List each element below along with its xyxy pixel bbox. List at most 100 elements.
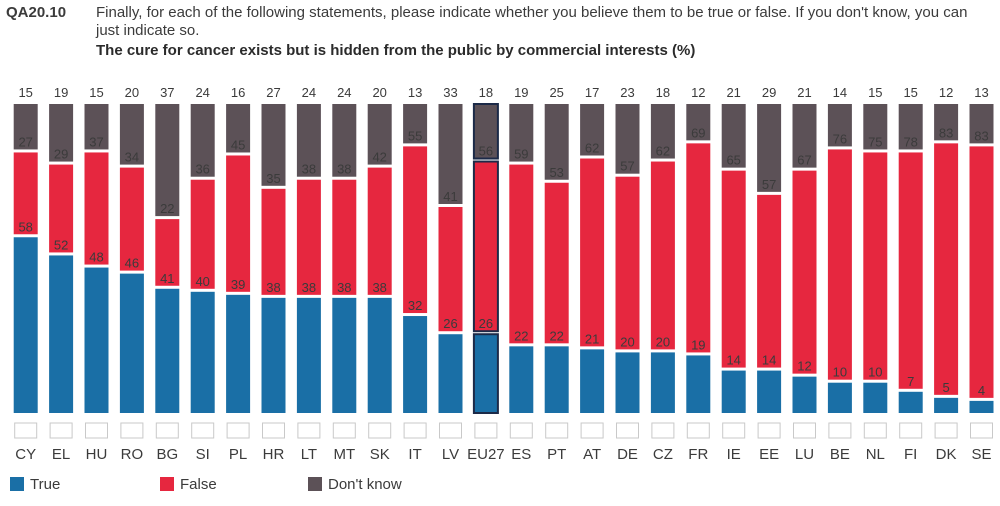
label-false-el: 29 [54, 147, 68, 162]
bar-true-lv [438, 334, 463, 413]
label-true-lu: 12 [797, 359, 811, 374]
label-true-at: 21 [585, 331, 599, 346]
label-true-dk: 5 [942, 380, 949, 395]
label-dont-know-pl: 16 [231, 85, 245, 100]
label-true-nl: 10 [868, 365, 882, 380]
bar-dont-know-es [509, 104, 534, 162]
country-label-dk: DK [936, 446, 957, 463]
label-false-lt: 38 [302, 162, 316, 177]
bar-false-es [509, 164, 534, 344]
bar-true-sk [367, 297, 392, 413]
label-dont-know-hr: 27 [266, 85, 280, 100]
bar-dont-know-ro [119, 104, 144, 165]
label-false-fi: 78 [903, 134, 917, 149]
label-dont-know-cy: 15 [18, 85, 32, 100]
label-false-lu: 67 [797, 153, 811, 168]
bar-true-ee [757, 370, 782, 413]
label-dont-know-ro: 20 [125, 85, 139, 100]
label-dont-know-at: 17 [585, 85, 599, 100]
label-dont-know-fi: 15 [903, 85, 917, 100]
flag-de [616, 422, 639, 439]
label-dont-know-lt: 24 [302, 85, 316, 100]
label-false-pt: 53 [549, 165, 563, 180]
bar-true-nl [863, 382, 888, 413]
bar-true-es [509, 346, 534, 413]
country-label-lu: LU [795, 446, 814, 463]
bar-dont-know-de [615, 104, 640, 174]
country-label-sk: SK [370, 446, 390, 463]
country-label-lv: LV [442, 446, 459, 463]
label-true-be: 10 [833, 365, 847, 380]
bar-true-pt [544, 346, 569, 413]
bar-dont-know-si [190, 104, 215, 177]
bar-true-ie [721, 370, 746, 413]
country-label-eu27: EU27 [467, 446, 505, 463]
label-false-cy: 27 [18, 134, 32, 149]
flag-at [580, 422, 604, 439]
bar-false-it [403, 146, 428, 314]
bar-false-be [827, 149, 852, 380]
flag-fr [686, 422, 710, 439]
bar-dont-know-bg [155, 104, 180, 217]
bar-dont-know-cz [650, 104, 675, 159]
bar-true-el [49, 255, 74, 413]
bar-false-pt [544, 182, 569, 344]
label-dont-know-lu: 21 [797, 85, 811, 100]
flag-es [509, 422, 533, 439]
country-label-bg: BG [156, 446, 178, 463]
label-true-ie: 14 [726, 353, 740, 368]
bar-false-at [580, 158, 605, 347]
label-dont-know-fr: 12 [691, 85, 705, 100]
flag-pt [545, 422, 569, 439]
bar-true-de [615, 352, 640, 413]
bar-true-be [827, 382, 852, 413]
flag-hu [85, 422, 108, 439]
country-label-hr: HR [263, 446, 285, 463]
label-false-be: 76 [833, 131, 847, 146]
country-label-fi: FI [904, 446, 917, 463]
label-false-dk: 83 [939, 125, 953, 140]
flag-cy [14, 422, 38, 439]
bar-dont-know-it [403, 104, 428, 144]
country-label-it: IT [408, 446, 421, 463]
bar-true-ro [119, 273, 144, 413]
bar-true-lt [296, 297, 321, 413]
country-label-fr: FR [688, 446, 708, 463]
chart-legend: True False Don't know [10, 474, 610, 494]
label-false-lv: 41 [443, 189, 457, 204]
label-false-eu27: 56 [479, 144, 493, 159]
label-dont-know-pt: 25 [549, 85, 563, 100]
label-dont-know-cz: 18 [656, 85, 670, 100]
label-dont-know-hu: 15 [89, 85, 103, 100]
legend-label-dont-know: Don't know [328, 475, 402, 493]
label-dont-know-de: 23 [620, 85, 634, 100]
bar-dont-know-el [49, 104, 74, 162]
label-dont-know-dk: 12 [939, 85, 953, 100]
flag-sk [368, 422, 392, 439]
bar-dont-know-ee [757, 104, 782, 192]
question-text: Finally, for each of the following state… [96, 4, 968, 39]
bar-false-dk [934, 143, 959, 395]
label-true-es: 22 [514, 328, 528, 343]
label-dont-know-nl: 15 [868, 85, 882, 100]
bar-dont-know-hr [261, 104, 286, 186]
flag-be [828, 422, 852, 439]
label-dont-know-be: 14 [833, 85, 847, 100]
country-label-pt: PT [547, 446, 566, 463]
country-label-ie: IE [727, 446, 741, 463]
label-true-hu: 48 [89, 250, 103, 265]
country-label-de: DE [617, 446, 638, 463]
country-label-ro: RO [121, 446, 144, 463]
bar-false-cz [650, 161, 675, 350]
label-true-fi: 7 [907, 374, 914, 389]
country-label-nl: NL [866, 446, 885, 463]
bar-true-bg [155, 288, 180, 413]
legend-label-true: True [30, 475, 61, 493]
bar-true-se [969, 400, 994, 413]
label-true-fr: 19 [691, 337, 705, 352]
bar-true-si [190, 291, 215, 413]
bar-false-lt [296, 179, 321, 295]
label-true-cy: 58 [18, 219, 32, 234]
bar-dont-know-fr [686, 104, 711, 141]
bar-true-eu27 [472, 333, 499, 414]
